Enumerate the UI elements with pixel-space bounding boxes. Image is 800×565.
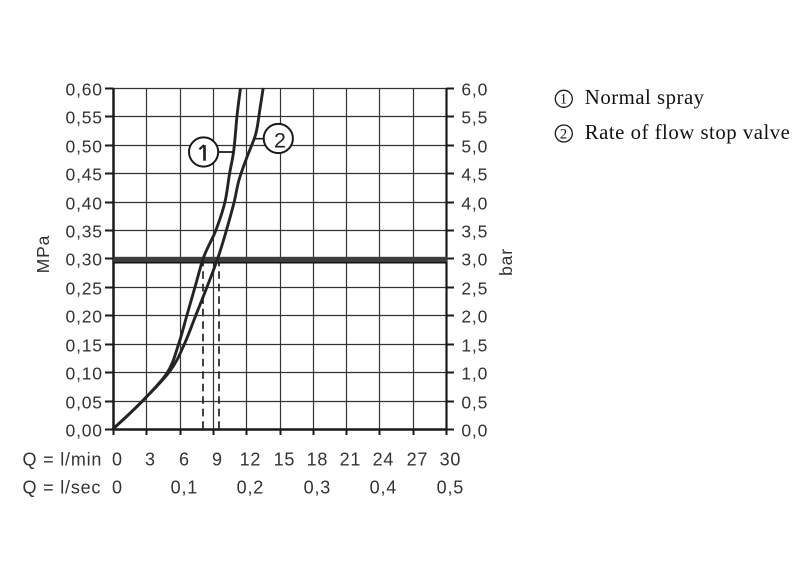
svg-text:2,0: 2,0 [461,307,488,327]
svg-text:2: 2 [560,126,568,142]
svg-text:24: 24 [373,450,395,470]
svg-text:0: 0 [112,450,123,470]
svg-text:0,4: 0,4 [370,478,397,498]
svg-text:2: 2 [274,129,286,153]
svg-text:1,0: 1,0 [461,364,488,384]
svg-text:0,5: 0,5 [461,393,488,413]
svg-text:3,0: 3,0 [461,250,488,270]
svg-text:0,45: 0,45 [66,165,103,185]
svg-text:0,20: 0,20 [66,307,103,327]
svg-text:bar: bar [496,248,516,276]
svg-text:2,5: 2,5 [461,279,488,299]
svg-text:18: 18 [307,450,329,470]
svg-text:12: 12 [240,450,262,470]
svg-text:0,1: 0,1 [171,478,198,498]
svg-text:3,5: 3,5 [461,222,488,242]
svg-text:Q = l/sec: Q = l/sec [23,478,102,498]
svg-text:0,60: 0,60 [66,80,103,100]
svg-text:21: 21 [340,450,362,470]
svg-text:0: 0 [112,478,123,498]
svg-text:6: 6 [179,450,190,470]
svg-text:0,05: 0,05 [66,393,103,413]
svg-text:9: 9 [212,450,223,470]
svg-text:0,2: 0,2 [237,478,264,498]
svg-text:4,5: 4,5 [461,165,488,185]
svg-text:MPa: MPa [33,235,53,273]
svg-text:1,5: 1,5 [461,336,488,356]
svg-text:4,0: 4,0 [461,194,488,214]
svg-text:6,0: 6,0 [461,80,488,100]
svg-text:0,50: 0,50 [66,137,103,157]
svg-text:0,10: 0,10 [66,364,103,384]
svg-text:1: 1 [560,92,568,108]
svg-text:3: 3 [145,450,156,470]
svg-text:27: 27 [407,450,429,470]
svg-text:0,30: 0,30 [66,250,103,270]
svg-text:30: 30 [440,450,462,470]
svg-text:Rate of flow stop valve: Rate of flow stop valve [585,121,791,144]
svg-text:5,0: 5,0 [461,137,488,157]
svg-text:0,55: 0,55 [66,108,103,128]
svg-text:Q = l/min: Q = l/min [23,450,103,470]
svg-text:5,5: 5,5 [461,108,488,128]
svg-text:0,3: 0,3 [304,478,331,498]
svg-text:0,40: 0,40 [66,194,103,214]
svg-text:0,00: 0,00 [66,421,103,441]
svg-text:0,15: 0,15 [66,336,103,356]
svg-text:15: 15 [274,450,296,470]
svg-text:0,25: 0,25 [66,279,103,299]
svg-text:0,0: 0,0 [461,421,488,441]
svg-text:0,35: 0,35 [66,222,103,242]
svg-text:Normal spray: Normal spray [585,86,705,109]
svg-text:0,5: 0,5 [437,478,464,498]
